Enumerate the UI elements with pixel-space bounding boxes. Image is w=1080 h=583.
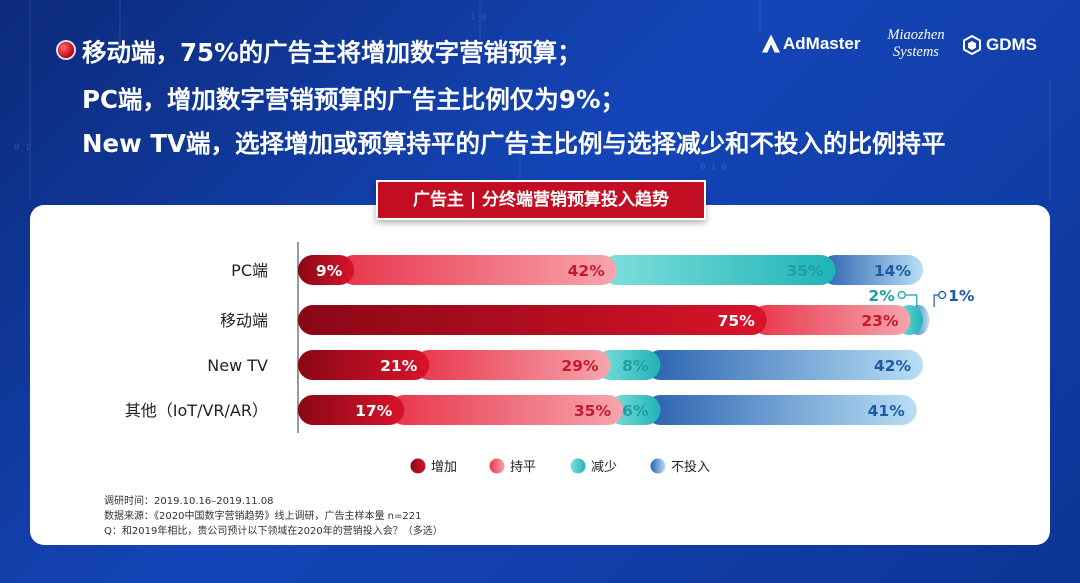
footnotes: 调研时间：2019.10.16–2019.11.08 数据来源：《2020中国数… [104, 494, 443, 539]
legend-label: 减少 [591, 460, 617, 475]
bar-segment-持平 [751, 305, 911, 335]
bar-segment-增加 [298, 395, 405, 425]
data-label: 14% [874, 262, 912, 280]
data-label: 2% [868, 287, 895, 305]
category-label: New TV [207, 356, 268, 375]
category-label: 其他（IoT/VR/AR） [125, 401, 268, 420]
data-label: 29% [561, 357, 599, 375]
legend-swatch [410, 458, 426, 474]
data-label: 1% [948, 287, 975, 305]
headline-line-2: PC端，增加数字营销预算的广告主比例仅为9%； [82, 85, 626, 114]
data-label: 35% [574, 402, 612, 420]
data-label: 21% [380, 357, 418, 375]
gdms-logo: GDMS [962, 34, 1037, 55]
data-label: 9% [316, 262, 343, 280]
data-label: 6% [622, 402, 649, 420]
gdms-cube-icon [963, 34, 981, 55]
note-question: Q：和2019年相比，贵公司预计以下领域在2020年的营销投入会？（多选） [104, 526, 443, 537]
bar-segment-持平 [389, 395, 623, 425]
legend-swatch [570, 458, 586, 474]
callout-marker [897, 290, 906, 300]
miaozhen-logo: Miaozhen Systems [887, 27, 945, 60]
note-survey-time: 调研时间：2019.10.16–2019.11.08 [104, 496, 274, 507]
category-label: PC端 [231, 261, 268, 280]
note-data-source: 数据来源：《2020中国数字营销趋势》线上调研，广告主样本量 n=221 [104, 511, 422, 522]
logo-bar: AdMaster Miaozhen Systems GDMS [762, 27, 1062, 70]
bullet-icon [58, 42, 74, 58]
headline-line-1: 移动端，75%的广告主将增加数字营销预算； [82, 38, 582, 67]
data-label: 17% [355, 402, 393, 420]
data-label: 42% [874, 357, 912, 375]
data-label: 23% [861, 312, 899, 330]
admaster-logo: AdMaster [762, 33, 860, 54]
bar-segment-减少 [601, 255, 836, 285]
data-label: 41% [868, 402, 906, 420]
bar-segment-增加 [298, 255, 355, 285]
legend-swatch [650, 458, 666, 474]
bar-segment-持平 [339, 255, 617, 285]
bar-segment-不投入 [645, 395, 917, 425]
bar-segment-增加 [298, 305, 767, 335]
chart-title: 广告主 | 分终端营销预算投入趋势 [376, 180, 706, 220]
data-label: 8% [622, 357, 649, 375]
bar-segment-增加 [298, 350, 430, 380]
bar-segment-减少 [608, 395, 661, 425]
data-label: 35% [786, 262, 824, 280]
legend-label: 不投入 [671, 459, 710, 475]
callout-line [905, 294, 918, 307]
callout-marker [937, 290, 947, 300]
legend-label: 持平 [510, 460, 536, 475]
category-label: 移动端 [220, 311, 268, 330]
bar-segment-不投入 [820, 255, 923, 285]
bar-segment-减少 [595, 350, 661, 380]
callout-line [933, 294, 939, 307]
legend-swatch [489, 458, 505, 474]
data-label: 42% [568, 262, 606, 280]
headline-line-3: New TV端，选择增加或预算持平的广告主比例与选择减少和不投入的比例持平 [82, 129, 946, 158]
legend-label: 增加 [431, 460, 457, 475]
bar-segment-不投入 [645, 350, 923, 380]
data-label: 75% [718, 312, 756, 330]
bar-segment-持平 [414, 350, 611, 380]
